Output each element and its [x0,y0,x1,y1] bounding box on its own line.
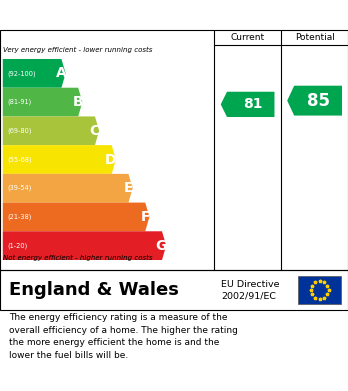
Text: D: D [105,152,117,167]
Text: 81: 81 [243,97,263,111]
Text: England & Wales: England & Wales [9,281,179,299]
Text: Very energy efficient - lower running costs: Very energy efficient - lower running co… [3,47,153,53]
Polygon shape [3,145,116,174]
Text: Potential: Potential [295,33,334,42]
Text: (1-20): (1-20) [7,242,27,249]
Bar [298,276,341,305]
Polygon shape [287,86,342,116]
Polygon shape [3,88,82,117]
Polygon shape [3,117,99,145]
Polygon shape [3,231,166,260]
Text: B: B [72,95,83,109]
Text: E: E [124,181,133,195]
Text: Energy Efficiency Rating: Energy Efficiency Rating [9,7,230,23]
Text: (55-68): (55-68) [7,156,32,163]
Text: (39-54): (39-54) [7,185,31,192]
Polygon shape [221,92,275,117]
Text: A: A [56,66,66,81]
Text: G: G [156,239,167,253]
Text: The energy efficiency rating is a measure of the
overall efficiency of a home. T: The energy efficiency rating is a measur… [9,313,238,360]
Text: (69-80): (69-80) [7,127,31,134]
Text: 85: 85 [308,91,331,109]
Polygon shape [3,203,149,231]
Text: (92-100): (92-100) [7,70,35,77]
Text: (21-38): (21-38) [7,213,31,220]
Polygon shape [3,59,66,88]
Text: EU Directive
2002/91/EC: EU Directive 2002/91/EC [221,280,279,300]
Polygon shape [3,174,133,203]
Text: Current: Current [230,33,265,42]
Text: (81-91): (81-91) [7,99,31,105]
Text: F: F [141,210,150,224]
Text: Not energy efficient - higher running costs: Not energy efficient - higher running co… [3,255,153,261]
Text: C: C [89,124,100,138]
